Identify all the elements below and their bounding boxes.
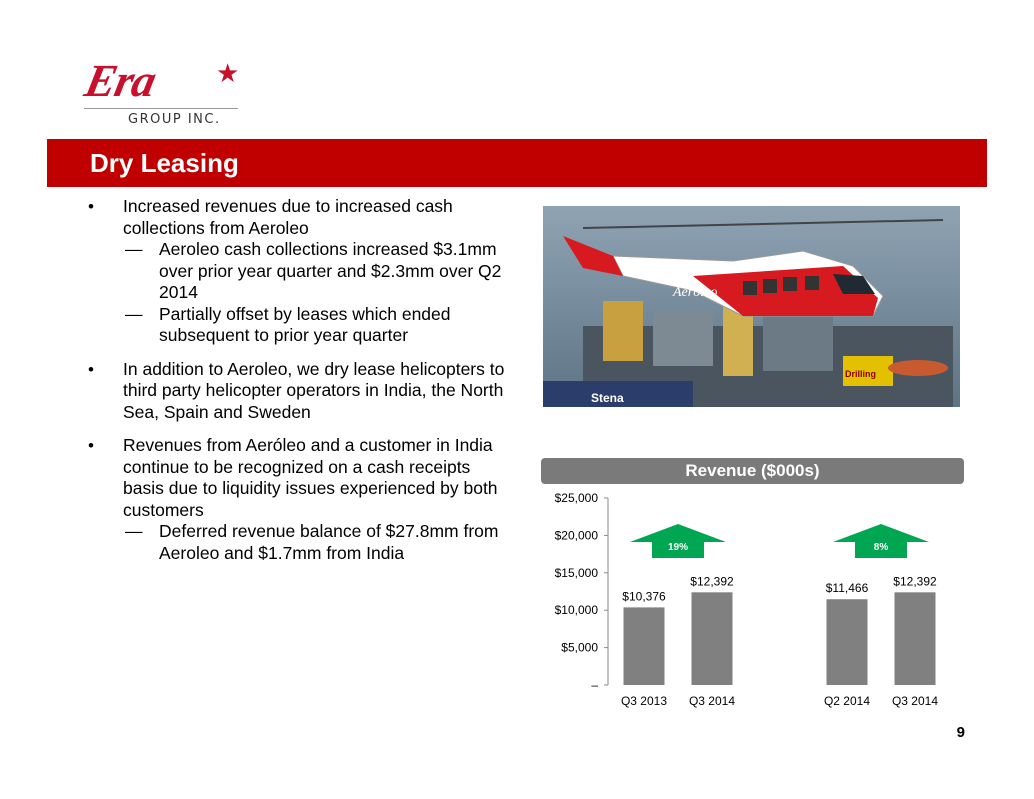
star-icon: ★ (216, 58, 240, 88)
revenue-chart-svg: – $5,000 $10,000 $15,000 $20,000 $25,000 $10,3… (555, 491, 939, 708)
x-category-label: Q3 2014 (689, 694, 735, 708)
sub-bullet-text: Partially offset by leases which ended s… (159, 303, 451, 346)
title-bar: Dry Leasing (47, 139, 987, 187)
sub-bullet-item: — Deferred revenue balance of $27.8mm fr… (85, 521, 505, 564)
bullet-item: • Increased revenues due to increased ca… (85, 196, 505, 239)
logo-subtitle: GROUP INC. (128, 112, 221, 127)
bullet-text: Increased revenues due to increased cash… (123, 196, 453, 238)
x-category-label: Q3 2013 (621, 694, 667, 708)
y-tick-label: $15,000 (555, 566, 599, 580)
revenue-bar (894, 592, 936, 685)
page-number: 9 (956, 724, 965, 741)
revenue-bar (623, 607, 665, 685)
bullet-list: • Increased revenues due to increased ca… (85, 196, 505, 564)
chart-header: Revenue ($000s) (541, 458, 964, 484)
bar-value-label: $12,392 (690, 574, 734, 588)
sub-bullet-text: Aeroleo cash collections increased $3.1m… (159, 239, 502, 302)
growth-percent-label: 19% (668, 542, 688, 553)
x-category-label: Q2 2014 (824, 694, 870, 708)
growth-arrow-icon (833, 524, 929, 558)
revenue-bar (826, 599, 868, 685)
dash-icon: — (125, 303, 143, 324)
bullet-text: Revenues from Aeróleo and a customer in … (123, 435, 498, 520)
bar-value-label: $12,392 (893, 574, 937, 588)
y-tick-label: – (591, 678, 598, 692)
bar-value-label: $10,376 (622, 589, 666, 603)
x-category-label: Q3 2014 (892, 694, 938, 708)
y-tick-label: $20,000 (555, 528, 599, 542)
drilling-sign-text: Drilling (845, 369, 876, 379)
revenue-bar (691, 592, 733, 685)
y-tick-label: $10,000 (555, 603, 599, 617)
dash-icon: — (125, 239, 143, 259)
y-tick-label: $5,000 (561, 641, 598, 655)
brand-text: Aeróleo (672, 285, 717, 300)
sub-bullet-item: — Partially offset by leases which ended… (85, 304, 505, 347)
ship-name-text: Stena (591, 391, 624, 405)
y-tick-label: $25,000 (555, 491, 599, 505)
bullet-dot-icon: • (88, 197, 94, 216)
dash-icon: — (125, 521, 143, 541)
bullet-item: • In addition to Aeroleo, we dry lease h… (85, 359, 505, 424)
bullet-text: In addition to Aeroleo, we dry lease hel… (123, 358, 505, 422)
bullet-dot-icon: • (88, 359, 94, 379)
logo-divider (84, 108, 238, 109)
chart-title: Revenue ($000s) (685, 461, 820, 480)
helicopter-illustration: Stena Drilling N339MS Aeróleo (543, 206, 960, 407)
slide-title: Dry Leasing (90, 148, 239, 178)
growth-percent-label: 8% (874, 542, 889, 553)
revenue-chart: – $5,000 $10,000 $15,000 $20,000 $25,000 $10,3… (541, 488, 964, 718)
sub-bullet-item: — Aeroleo cash collections increased $3.… (85, 239, 505, 304)
era-group-logo: Era ★ GROUP INC. (80, 55, 244, 130)
logo-wordmark: Era (80, 55, 161, 106)
sub-bullet-text: Deferred revenue balance of $27.8mm from… (159, 521, 499, 563)
bar-value-label: $11,466 (826, 581, 869, 595)
tail-number-text: N339MS (745, 258, 792, 272)
bullet-item: • Revenues from Aeróleo and a customer i… (85, 435, 505, 521)
growth-arrow-icon (630, 524, 726, 558)
bullet-dot-icon: • (88, 436, 94, 455)
helicopter-photo: Stena Drilling N339MS Aeróleo (543, 206, 960, 407)
